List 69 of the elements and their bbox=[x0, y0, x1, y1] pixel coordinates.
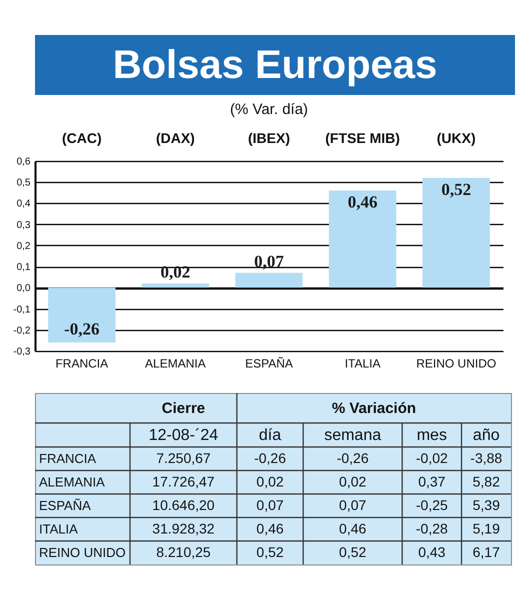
category-label: FRANCIA bbox=[39, 450, 96, 466]
y-tick-label: 0,2 bbox=[16, 240, 31, 252]
text: 0,02 bbox=[339, 473, 366, 490]
y-tick-label: 0,3 bbox=[16, 220, 31, 231]
category-label: REINO UNIDO bbox=[39, 544, 126, 560]
text: -0,28 bbox=[416, 520, 448, 536]
text: 0,07 bbox=[256, 496, 284, 513]
text: 10.646,20 bbox=[152, 496, 215, 513]
category-label: 12-08-´24 bbox=[148, 427, 218, 444]
category-label: semana bbox=[324, 427, 382, 444]
data-label: -0,26 bbox=[64, 320, 100, 339]
y-tick-label: 0,1 bbox=[16, 262, 31, 274]
y-tick-label: -0,1 bbox=[13, 304, 31, 316]
x-tick-label: REINO UNIDO bbox=[416, 356, 496, 370]
text: 6,17 bbox=[472, 544, 500, 560]
text: (IBEX) bbox=[248, 130, 290, 146]
data-label: 0,07 bbox=[254, 252, 284, 271]
text: 0,02 bbox=[256, 473, 284, 490]
category-label: ESPAÑA bbox=[39, 498, 91, 513]
y-tick-label: 0,5 bbox=[16, 178, 31, 189]
text: 7.250,67 bbox=[156, 450, 211, 466]
text: (CAC) bbox=[62, 130, 102, 146]
y-tick-label: 0,0 bbox=[16, 283, 31, 294]
y-tick-label: -0,2 bbox=[13, 325, 31, 336]
text: (FTSE MIB) bbox=[325, 130, 400, 146]
chart-title: Bolsas Europeas bbox=[112, 43, 438, 87]
category-label: día bbox=[258, 427, 282, 444]
text: 8.210,25 bbox=[156, 544, 211, 560]
bar bbox=[328, 190, 396, 288]
text: Cierre bbox=[162, 400, 206, 417]
bar bbox=[235, 272, 303, 288]
category-label: mes bbox=[416, 427, 447, 444]
bar bbox=[142, 283, 210, 288]
text: -0,02 bbox=[416, 450, 448, 466]
x-tick-label: ITALIA bbox=[344, 356, 380, 370]
text: 0,46 bbox=[256, 520, 284, 536]
x-tick-label: FRANCIA bbox=[55, 356, 108, 370]
text: (UKX) bbox=[436, 130, 476, 146]
x-tick-label: ALEMANIA bbox=[145, 356, 206, 370]
text: 0,37 bbox=[418, 473, 446, 490]
text: 5,82 bbox=[472, 473, 500, 490]
text: 5,39 bbox=[472, 496, 500, 513]
chart-subtitle: (% Var. día) bbox=[230, 101, 308, 118]
text: 31.928,32 bbox=[152, 520, 215, 536]
text: 0,43 bbox=[418, 544, 446, 560]
text: 17.726,47 bbox=[152, 473, 215, 490]
text: -0,25 bbox=[416, 496, 448, 513]
text: 0,52 bbox=[256, 544, 284, 560]
data-label: 0,02 bbox=[160, 262, 190, 282]
bar bbox=[422, 178, 490, 288]
category-label: año bbox=[472, 427, 500, 444]
text: 0,07 bbox=[339, 496, 366, 513]
text: (DAX) bbox=[156, 130, 195, 146]
text: % Variación bbox=[332, 400, 416, 417]
text: -0,26 bbox=[254, 450, 286, 466]
text: -3,88 bbox=[470, 450, 502, 466]
category-label: ALEMANIA bbox=[39, 474, 105, 490]
text: -0,26 bbox=[336, 450, 369, 466]
text: 0,46 bbox=[339, 520, 366, 536]
category-label: ITALIA bbox=[39, 521, 78, 536]
x-tick-label: ESPAÑA bbox=[245, 356, 293, 370]
data-label: 0,52 bbox=[441, 180, 472, 199]
data-label: 0,46 bbox=[348, 192, 378, 212]
y-tick-label: -0,3 bbox=[13, 346, 31, 358]
text: 5,19 bbox=[472, 520, 500, 536]
y-tick-label: 0,4 bbox=[16, 198, 31, 210]
y-tick-label: 0,6 bbox=[16, 156, 31, 168]
text: 0,52 bbox=[339, 544, 366, 560]
bar bbox=[48, 288, 116, 343]
